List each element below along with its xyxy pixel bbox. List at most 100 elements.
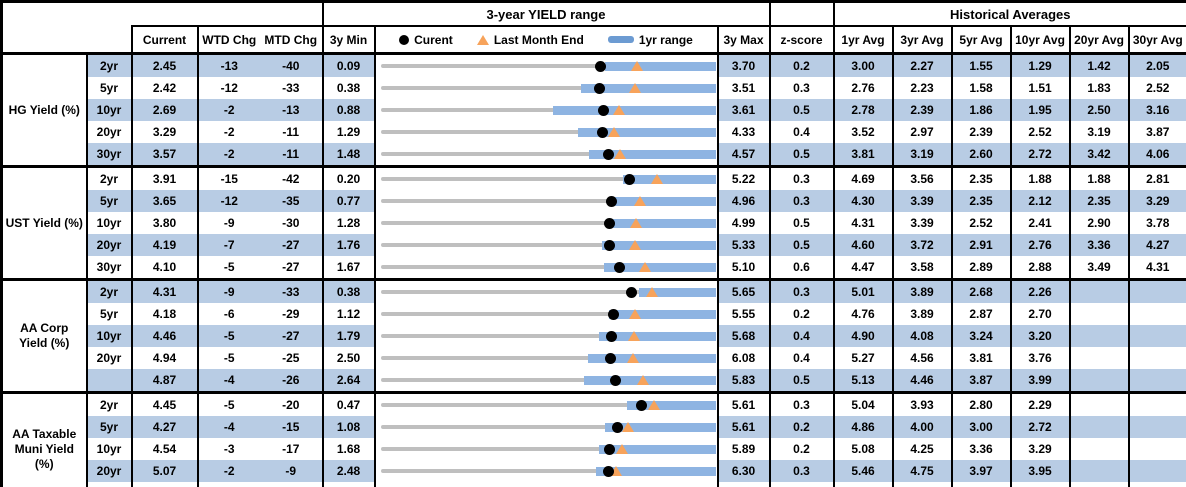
track-3y-range xyxy=(380,312,715,316)
last-month-end-triangle-icon xyxy=(626,353,639,363)
cell-mtd-chg: -33 xyxy=(282,81,300,95)
wtd-mtd-split: -6 -29 xyxy=(200,307,321,321)
track-3y-range xyxy=(380,356,715,360)
current-dot-icon xyxy=(604,352,616,364)
wtd-mtd-split: -9 -30 xyxy=(200,216,321,230)
cell-wtd-mtd: -15 -42 xyxy=(196,165,324,190)
cell-10yr-avg: 2.76 xyxy=(1009,234,1071,256)
track-3y-range xyxy=(380,177,715,181)
cell-3y-min: 0.09 xyxy=(321,52,376,77)
legend-current: Curent xyxy=(399,33,453,47)
cell-3yr-avg: 4.46 xyxy=(891,369,953,393)
range-plot xyxy=(380,121,716,143)
track-3y-range xyxy=(380,64,715,68)
track-3y-range xyxy=(380,469,715,473)
cell-range-chart xyxy=(373,325,719,347)
cell-3y-min: 1.29 xyxy=(321,121,376,143)
table-row: 20yr 4.94 -5 -25 2.50 6.08 0.4 5.27 4.56 3.81 3.76 xyxy=(2,347,1186,369)
band-spacer xyxy=(2,2,323,27)
cell-30yr-avg xyxy=(1127,482,1186,487)
cell-20yr-avg: 1.88 xyxy=(1068,165,1130,190)
range-plot xyxy=(380,369,716,391)
last-month-end-triangle-icon xyxy=(647,400,660,410)
bar-1yr-range xyxy=(583,375,716,385)
last-month-end-triangle-icon xyxy=(622,422,635,432)
cell-z-score: 0.4 xyxy=(768,121,835,143)
cell-5yr-avg: 2.52 xyxy=(950,212,1012,234)
cell-1yr-avg: 3.52 xyxy=(832,121,894,143)
current-dot-icon xyxy=(603,465,615,477)
range-plot xyxy=(380,347,716,369)
range-plot xyxy=(380,325,716,347)
current-dot-icon xyxy=(594,82,606,94)
last-month-end-triangle-icon xyxy=(628,331,641,341)
track-3y-range xyxy=(380,243,715,247)
cell-10yr-avg: 3.29 xyxy=(1009,438,1071,460)
cell-3y-max: 5.61 xyxy=(716,416,771,438)
cell-1yr-avg: 5.04 xyxy=(832,391,894,416)
last-month-end-triangle-icon xyxy=(646,287,659,297)
cell-3y-max: 5.68 xyxy=(716,325,771,347)
current-dot-icon xyxy=(623,173,635,185)
bar-1yr-range xyxy=(595,466,716,476)
cell-mtd-chg: -17 xyxy=(282,442,300,456)
cell-3yr-avg: 2.23 xyxy=(891,77,953,99)
cell-mtd-chg: -25 xyxy=(282,351,300,365)
cell-1yr-avg: 4.60 xyxy=(832,234,894,256)
cell-mtd-chg: -40 xyxy=(282,59,300,73)
cell-wtd-mtd: -5 -27 xyxy=(196,256,324,280)
cell-z-score: 0.2 xyxy=(768,482,835,487)
cell-5yr-avg: 2.89 xyxy=(950,256,1012,280)
cell-3y-max: 3.70 xyxy=(716,52,771,77)
cell-range-chart xyxy=(373,369,719,393)
cell-range-chart xyxy=(373,256,719,280)
table-row: 5yr 2.42 -12 -33 0.38 3.51 0.3 2.76 2.23 1.58 1.51… xyxy=(2,77,1186,99)
column-header-row: Current WTD Chg MTD Chg 3y Min Curent La… xyxy=(2,25,1186,55)
track-3y-range xyxy=(380,199,715,203)
cell-3y-max: 3.51 xyxy=(716,77,771,99)
cell-1yr-avg: 4.47 xyxy=(832,256,894,280)
bar-1yr-range xyxy=(599,331,716,341)
cell-1yr-avg: 4.76 xyxy=(832,303,894,325)
cell-tenor: 10yr xyxy=(85,99,133,121)
cell-3yr-avg: 3.89 xyxy=(891,303,953,325)
cell-wtd-mtd: -3 -17 xyxy=(196,438,324,460)
last-month-end-triangle-icon xyxy=(638,262,651,272)
track-3y-range xyxy=(380,403,715,407)
cell-range-chart xyxy=(373,391,719,416)
cell-current: 2.42 xyxy=(130,77,199,99)
cell-3yr-avg: 3.39 xyxy=(891,190,953,212)
header-wtd-chg: WTD Chg xyxy=(202,32,257,47)
cell-30yr-avg xyxy=(1127,347,1186,369)
legend-last-month-end-label: Last Month End xyxy=(493,32,584,47)
cell-30yr-avg xyxy=(1127,391,1186,416)
cell-20yr-avg: 1.42 xyxy=(1068,52,1130,77)
bar-1yr-range xyxy=(552,105,716,115)
cell-range-chart xyxy=(373,460,719,482)
cell-current: 3.57 xyxy=(130,143,199,167)
track-3y-range xyxy=(380,108,715,112)
range-plot xyxy=(380,256,716,278)
bar-1yr-range xyxy=(626,400,716,410)
current-dot-icon xyxy=(602,148,614,160)
cell-10yr-avg: 2.70 xyxy=(1009,303,1071,325)
last-month-end-triangle-icon xyxy=(628,83,641,93)
table-body: HG Yield (%) 2yr 2.45 -13 -40 0.09 3.70 0.2 3.00… xyxy=(0,52,1186,487)
cell-wtd-chg: -13 xyxy=(220,59,238,73)
last-month-end-triangle-icon xyxy=(629,218,642,228)
cell-3y-max: 5.61 xyxy=(716,391,771,416)
cell-30yr-avg: 2.52 xyxy=(1127,77,1186,99)
cell-mtd-chg: -13 xyxy=(282,103,300,117)
cell-5yr-avg: 2.35 xyxy=(950,165,1012,190)
cell-20yr-avg: 1.83 xyxy=(1068,77,1130,99)
cell-3y-min: 0.77 xyxy=(321,190,376,212)
cell-range-chart xyxy=(373,303,719,325)
cell-3yr-avg: 3.89 xyxy=(891,278,953,303)
cell-30yr-avg xyxy=(1127,278,1186,303)
wtd-mtd-split: -5 -20 xyxy=(200,398,321,412)
cell-tenor: 10yr xyxy=(85,325,133,347)
header-5yr-avg: 5yr Avg xyxy=(950,25,1012,55)
table-row: AA Taxable Muni Yield (%) 2yr 4.45 -5 -20 0.4… xyxy=(0,391,1186,487)
